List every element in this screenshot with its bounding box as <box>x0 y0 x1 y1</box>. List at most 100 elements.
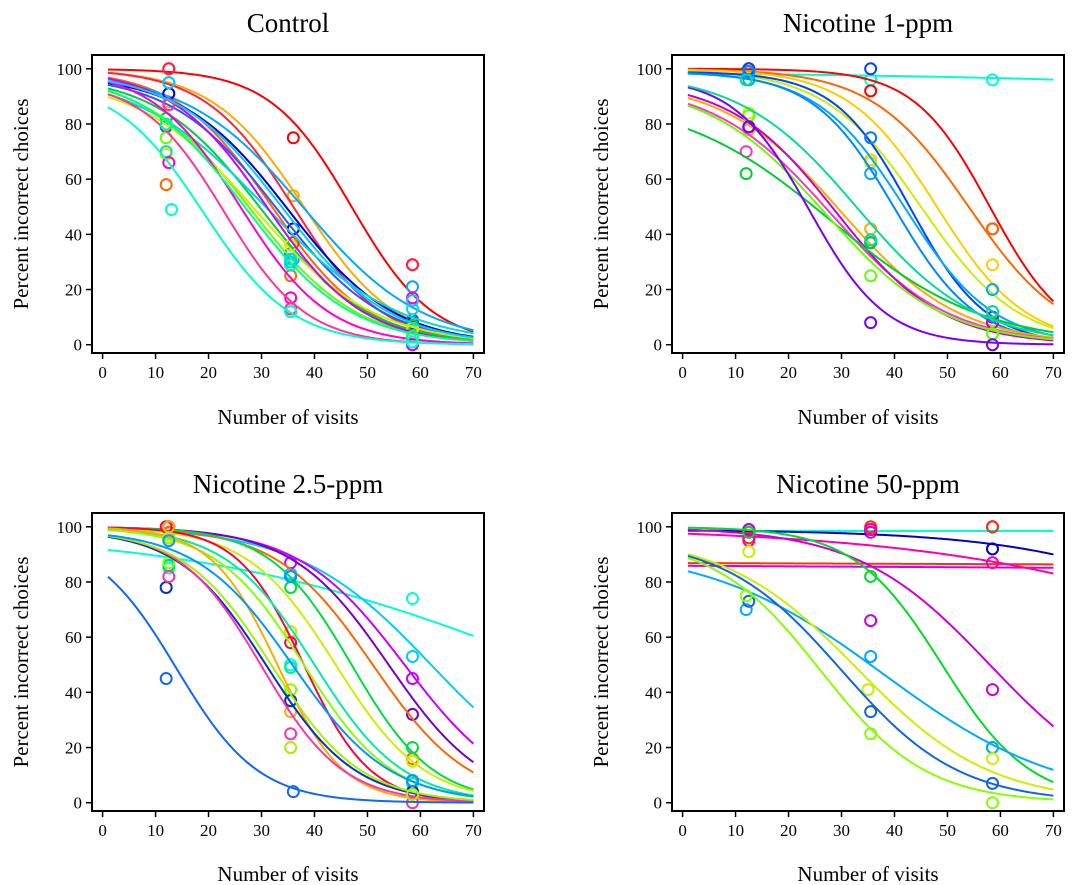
y-axis-label: Percent incorrect choices <box>589 98 613 309</box>
data-point <box>284 741 298 755</box>
data-point <box>864 62 878 76</box>
series-curve <box>107 535 474 801</box>
x-tick-label: 60 <box>992 363 1009 382</box>
x-axis-label: Number of visits <box>797 405 938 429</box>
series-curve <box>687 104 1054 341</box>
y-tick-label: 100 <box>57 518 83 537</box>
y-tick-label: 60 <box>645 628 662 647</box>
plot-frame <box>91 54 485 354</box>
x-tick-label: 40 <box>306 821 323 840</box>
x-axis-label: Number of visits <box>797 862 938 885</box>
data-point <box>162 156 176 170</box>
data-point <box>162 534 176 548</box>
data-point <box>864 84 878 98</box>
data-point <box>405 741 419 755</box>
plot-area <box>687 520 1055 810</box>
data-point <box>739 73 753 87</box>
x-tick-label: 40 <box>306 363 323 382</box>
data-point <box>162 62 176 76</box>
y-tick-label: 0 <box>74 794 83 813</box>
data-point <box>405 592 419 606</box>
data-point <box>742 525 756 539</box>
x-tick-label: 0 <box>678 821 687 840</box>
data-point <box>405 787 419 801</box>
series-curve <box>687 556 1054 801</box>
panel-nicotine-50-ppm: Nicotine 50-ppm 0 10 20 30 40 50 60 70 0 20 40 60 80 1… <box>589 469 1065 885</box>
data-point <box>405 329 419 343</box>
plot-frame <box>671 54 1065 354</box>
data-point <box>864 569 878 583</box>
series-curve <box>687 526 1054 784</box>
y-tick-label: 40 <box>645 683 662 702</box>
data-point <box>742 545 756 559</box>
data-point <box>985 683 999 697</box>
plot-area <box>107 62 474 352</box>
data-point <box>861 683 875 697</box>
data-point <box>864 316 878 330</box>
y-axis-label: Percent incorrect choices <box>9 98 33 309</box>
series-curve <box>107 534 474 798</box>
y-tick-label: 0 <box>654 794 663 813</box>
panel-nicotine-2-5-ppm: Nicotine 2.5-ppm 0 10 20 30 40 50 60 70 0 20 40 60 80… <box>9 469 485 885</box>
data-point <box>864 649 878 663</box>
series-curve <box>107 534 474 803</box>
panel-title: Nicotine 1-ppm <box>783 8 953 38</box>
x-tick-label: 70 <box>465 821 482 840</box>
y-tick-label: 20 <box>645 739 662 758</box>
series-curve <box>107 80 474 339</box>
x-tick-label: 0 <box>98 363 107 382</box>
series-curve <box>107 89 474 343</box>
data-point <box>739 589 753 603</box>
data-point <box>405 672 419 686</box>
series-curve <box>107 535 474 802</box>
series-curve <box>107 576 474 804</box>
series-curve <box>687 562 1054 566</box>
x-tick-label: 10 <box>147 821 164 840</box>
data-point <box>985 283 999 297</box>
y-tick-label: 80 <box>645 573 662 592</box>
x-tick-label: 0 <box>98 821 107 840</box>
data-point <box>985 556 999 570</box>
y-tick-label: 80 <box>65 115 82 134</box>
plot-area <box>107 520 475 810</box>
x-tick-label: 20 <box>200 363 217 382</box>
panel-title: Nicotine 2.5-ppm <box>193 469 383 499</box>
x-axis-label: Number of visits <box>217 405 358 429</box>
data-point <box>286 189 300 203</box>
x-tick-label: 60 <box>992 821 1009 840</box>
series-curve <box>687 85 1054 337</box>
data-point <box>405 335 419 349</box>
data-point <box>742 65 756 79</box>
data-point <box>405 280 419 294</box>
y-tick-label: 40 <box>65 225 82 244</box>
x-tick-label: 50 <box>359 363 376 382</box>
data-point <box>985 796 999 810</box>
data-point <box>985 776 999 790</box>
x-tick-label: 20 <box>200 821 217 840</box>
data-point <box>284 727 298 741</box>
series-curve <box>687 555 1054 797</box>
data-point <box>284 569 298 583</box>
data-point <box>864 233 878 247</box>
data-point <box>985 258 999 272</box>
series-curve <box>687 528 1055 728</box>
data-point <box>985 542 999 556</box>
data-point <box>162 569 176 583</box>
y-axis-label: Percent incorrect choices <box>589 556 613 767</box>
x-tick-label: 30 <box>253 363 270 382</box>
x-tick-label: 10 <box>727 363 744 382</box>
data-point <box>985 752 999 766</box>
series-curve <box>687 67 1055 303</box>
series-curve <box>687 128 1054 334</box>
x-tick-label: 70 <box>1045 821 1062 840</box>
data-point <box>286 785 300 799</box>
data-point <box>162 76 176 90</box>
series-curve <box>107 96 474 340</box>
data-point <box>405 774 419 788</box>
data-point <box>284 305 298 319</box>
y-tick-label: 60 <box>65 170 82 189</box>
data-point <box>159 178 173 192</box>
series-curve <box>687 553 1054 791</box>
y-tick-label: 60 <box>65 628 82 647</box>
